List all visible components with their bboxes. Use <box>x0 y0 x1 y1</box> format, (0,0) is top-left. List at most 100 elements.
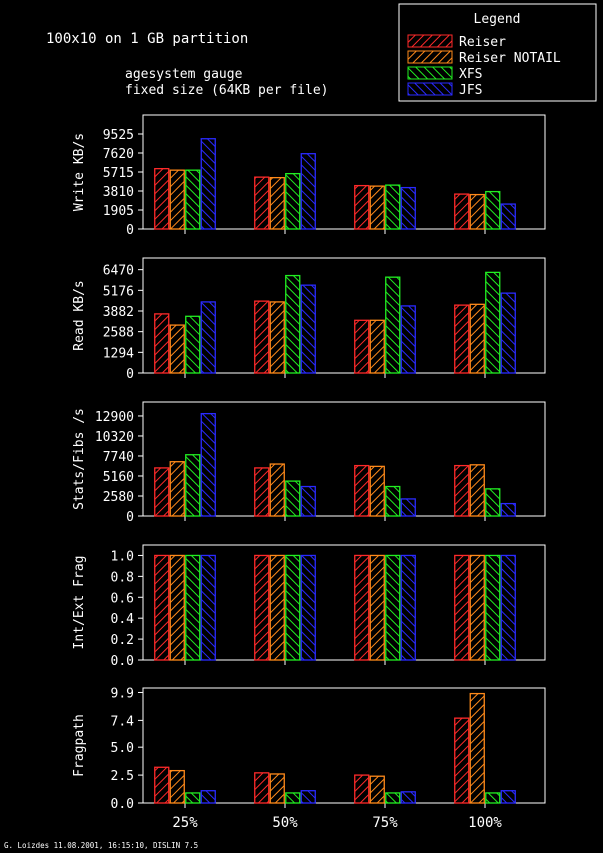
bar-jfs-75% <box>400 186 416 230</box>
legend-label-1: Reiser NOTAIL <box>459 51 561 66</box>
y-tick-label: 12900 <box>95 410 134 425</box>
bar-xfs-100% <box>485 554 501 661</box>
bar-reiser-75% <box>354 464 370 517</box>
y-tick-label: 0 <box>126 367 134 382</box>
bar-jfs-50% <box>300 153 316 230</box>
footer-credit: G. Loizdes 11.08.2001, 16:15:10, DISLIN … <box>4 841 198 850</box>
legend-swatch-3 <box>407 82 453 96</box>
bar-jfs-50% <box>300 790 316 804</box>
bar-reiser-notail-75% <box>369 554 385 661</box>
bar-reiser-75% <box>354 554 370 661</box>
y-tick-label: 2588 <box>103 326 134 341</box>
bar-jfs-100% <box>500 292 516 374</box>
y-tick-label: 7.4 <box>111 714 135 729</box>
y-tick-label: 7740 <box>103 450 134 465</box>
bar-xfs-75% <box>385 485 401 517</box>
panel-frame <box>142 257 546 374</box>
bar-reiser-notail-25% <box>169 554 185 661</box>
bar-jfs-50% <box>300 284 316 374</box>
y-tick-label: 6470 <box>103 264 134 279</box>
bar-jfs-25% <box>200 138 216 230</box>
panel-frame <box>142 687 546 804</box>
bar-reiser-notail-75% <box>369 319 385 374</box>
y-tick-label: 0.0 <box>111 654 134 669</box>
y-tick-label: 1905 <box>103 204 134 219</box>
bar-xfs-25% <box>185 554 201 661</box>
legend-swatch-0 <box>407 34 453 48</box>
bar-reiser-50% <box>254 300 270 374</box>
bar-jfs-25% <box>200 412 216 517</box>
y-tick-label: 0.6 <box>111 591 134 606</box>
y-tick-label: 0.0 <box>111 797 134 812</box>
y-tick-label: 0.4 <box>111 612 135 627</box>
bar-reiser-notail-50% <box>269 463 285 517</box>
bar-reiser-25% <box>154 313 170 374</box>
bar-reiser-50% <box>254 554 270 661</box>
bar-reiser-25% <box>154 554 170 661</box>
y-tick-label: 9.9 <box>111 686 134 701</box>
chart-title-line3: fixed size (64KB per file) <box>125 83 329 98</box>
x-category-label: 50% <box>272 815 298 831</box>
bar-jfs-100% <box>500 502 516 517</box>
bar-reiser-notail-100% <box>469 692 485 804</box>
bar-reiser-50% <box>254 176 270 230</box>
y-tick-label: 5176 <box>103 284 134 299</box>
bar-jfs-75% <box>400 498 416 517</box>
y-tick-label: 3810 <box>103 185 134 200</box>
chart-title-line1: 100x10 on 1 GB partition <box>46 31 248 47</box>
bar-reiser-notail-100% <box>469 464 485 517</box>
x-category-label: 25% <box>172 815 198 831</box>
bar-reiser-25% <box>154 467 170 517</box>
y-tick-label: 0.2 <box>111 633 134 648</box>
panel-0: 0 1905 3810 5715 7620 9525 Write KB/s <box>72 114 546 238</box>
bar-xfs-50% <box>285 274 301 374</box>
panel-frame <box>142 544 546 661</box>
bar-jfs-75% <box>400 791 416 804</box>
bar-xfs-50% <box>285 172 301 230</box>
bar-xfs-75% <box>385 792 401 804</box>
bar-reiser-notail-50% <box>269 554 285 661</box>
legend-box <box>398 3 597 102</box>
legend-label-0: Reiser <box>459 35 506 50</box>
bar-xfs-25% <box>185 315 201 374</box>
bar-jfs-100% <box>500 203 516 230</box>
y-tick-label: 0 <box>126 223 134 238</box>
bar-reiser-notail-25% <box>169 324 185 374</box>
bar-reiser-notail-75% <box>369 465 385 517</box>
bar-xfs-100% <box>485 488 501 517</box>
bar-xfs-75% <box>385 184 401 230</box>
bar-reiser-75% <box>354 774 370 804</box>
y-axis-label: Write KB/s <box>72 133 87 211</box>
bar-xfs-25% <box>185 454 201 517</box>
bar-reiser-50% <box>254 467 270 517</box>
bar-reiser-notail-25% <box>169 769 185 804</box>
y-tick-label: 10320 <box>95 430 134 445</box>
bar-reiser-100% <box>454 304 470 374</box>
bar-reiser-75% <box>354 184 370 230</box>
bar-jfs-25% <box>200 301 216 374</box>
bar-reiser-100% <box>454 717 470 804</box>
y-tick-label: 0.8 <box>111 570 134 585</box>
bar-reiser-notail-100% <box>469 303 485 374</box>
bar-xfs-25% <box>185 169 201 230</box>
panel-2: 0 2580 5160 7740 10320 12900 Stats/Fibs /s <box>72 401 546 525</box>
bar-xfs-25% <box>185 792 201 804</box>
y-tick-label: 5160 <box>103 470 134 485</box>
y-tick-label: 1.0 <box>111 549 134 564</box>
bar-jfs-25% <box>200 790 216 804</box>
bar-xfs-75% <box>385 276 401 374</box>
bar-xfs-50% <box>285 480 301 517</box>
bar-reiser-25% <box>154 168 170 230</box>
bar-reiser-notail-75% <box>369 185 385 230</box>
bar-jfs-75% <box>400 554 416 661</box>
bar-reiser-notail-100% <box>469 554 485 661</box>
bar-xfs-75% <box>385 554 401 661</box>
bar-xfs-100% <box>485 792 501 804</box>
bar-reiser-25% <box>154 766 170 804</box>
bar-reiser-50% <box>254 772 270 804</box>
y-axis-label: Int/Ext Frag <box>72 556 87 650</box>
bar-jfs-50% <box>300 554 316 661</box>
bar-jfs-75% <box>400 305 416 374</box>
bar-jfs-25% <box>200 554 216 661</box>
